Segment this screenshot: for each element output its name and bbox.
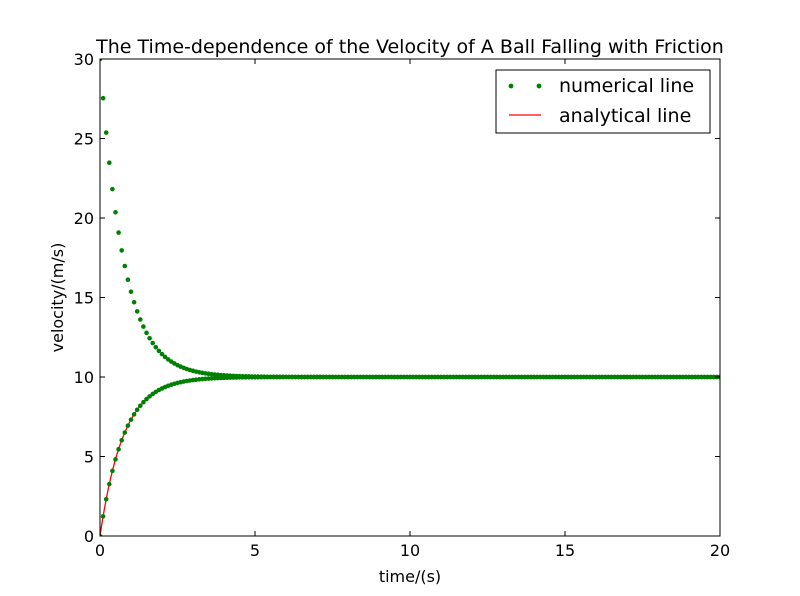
numerical-point (156, 348, 162, 354)
numerical-point (134, 309, 140, 314)
numerical-point (141, 324, 146, 329)
numerical-point (147, 394, 152, 399)
numerical-point (113, 457, 118, 462)
plot-area (99, 58, 721, 537)
numerical-point (138, 403, 143, 409)
x-tick-label: 20 (710, 541, 730, 560)
numerical-point (113, 209, 118, 215)
x-tick-label: 0 (95, 541, 105, 560)
numerical-point (150, 340, 155, 346)
x-tick-label: 15 (555, 541, 575, 560)
numerical-point (116, 230, 121, 235)
x-axis-label: time/(s) (379, 567, 441, 586)
numerical-point (128, 417, 134, 422)
numerical-point (128, 289, 134, 294)
chart-title: The Time-dependence of the Velocity of A… (95, 36, 724, 58)
numerical-point (103, 130, 109, 135)
numerical-point (110, 186, 115, 192)
numerical-point (100, 95, 106, 101)
x-tick-label: 10 (400, 541, 420, 560)
numerical-point (119, 248, 124, 253)
numerical-point (153, 344, 159, 350)
numerical-point (162, 354, 168, 360)
y-tick-label: 20 (74, 209, 94, 228)
numerical-point (107, 160, 112, 166)
y-tick-label: 5 (84, 448, 94, 467)
numerical-point (134, 407, 140, 413)
numerical-point (110, 468, 115, 474)
numerical-point (122, 430, 128, 435)
x-tick-label: 5 (250, 541, 260, 560)
numerical-point (107, 481, 112, 487)
plot-frame (99, 58, 721, 537)
legend-marker-numerical-2 (536, 83, 542, 89)
numerical-point (144, 396, 149, 402)
numerical-point (147, 335, 152, 341)
y-tick-label: 25 (74, 130, 94, 149)
numerical-point (138, 317, 143, 322)
numerical-point (116, 446, 121, 452)
numerical-point (141, 399, 146, 405)
numerical-point (159, 351, 165, 357)
numerical-point (122, 263, 128, 269)
numerical-point (125, 277, 131, 283)
legend-box (495, 69, 711, 134)
legend-label-numerical: numerical line (559, 75, 694, 97)
series-layer (100, 59, 720, 536)
y-axis-label: velocity/(m/s) (48, 243, 67, 353)
y-tick-label: 30 (74, 50, 94, 69)
legend-label-analytical: analytical line (559, 105, 691, 127)
legend-marker-numerical-1 (508, 83, 514, 89)
numerical-point (100, 514, 106, 519)
numerical-point (131, 299, 137, 305)
legend: numerical line analytical line (495, 69, 711, 134)
numerical-series-1 (100, 374, 720, 536)
y-tick-label: 0 (84, 527, 94, 546)
y-tick-labels: 0 5 10 15 20 25 30 (74, 50, 94, 546)
numerical-point (100, 59, 103, 62)
numerical-point (144, 330, 149, 336)
y-tick-label: 15 (74, 289, 94, 308)
numerical-point (100, 533, 103, 536)
numerical-point (119, 438, 124, 443)
plot-background (100, 59, 720, 536)
numerical-point (103, 496, 109, 502)
x-tick-labels: 0 5 10 15 20 (95, 541, 730, 560)
y-tick-label: 10 (74, 368, 94, 387)
numerical-point (125, 423, 131, 428)
numerical-point (131, 412, 137, 417)
